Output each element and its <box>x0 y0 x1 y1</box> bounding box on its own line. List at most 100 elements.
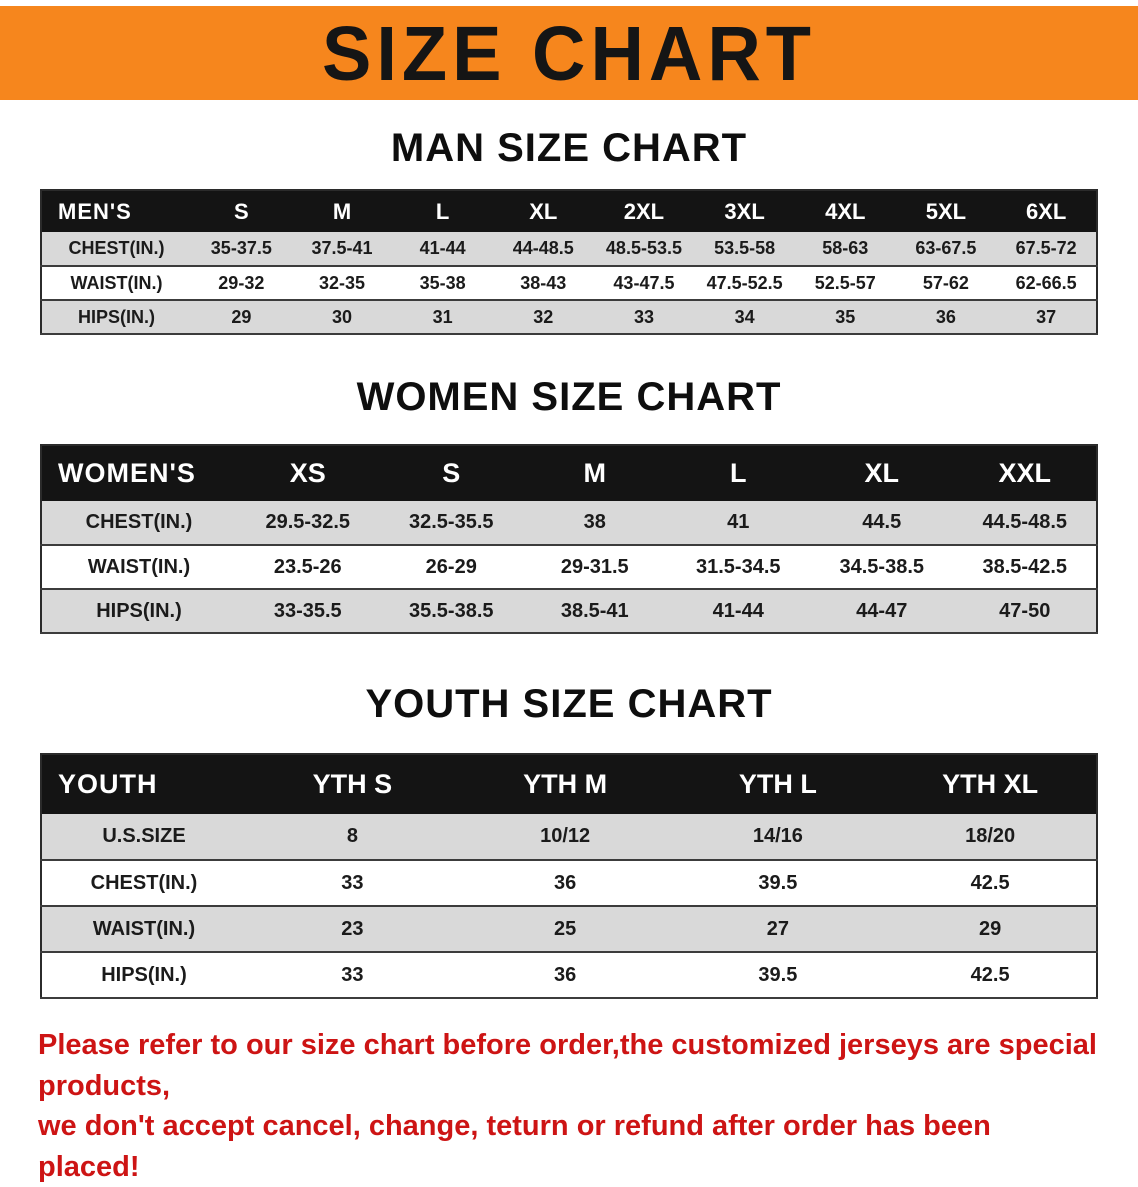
size-column-header: 3XL <box>724 198 765 224</box>
order-policy-line-2: we don't accept cancel, change, teturn o… <box>38 1110 991 1183</box>
size-column-header: 2XL <box>623 198 665 224</box>
size-value-cell: 32 <box>533 306 554 327</box>
size-column-header: YTH M <box>523 769 608 799</box>
size-value-cell: 18/20 <box>965 825 1016 847</box>
size-value-cell: 41-44 <box>419 238 466 258</box>
size-value-cell: 10/12 <box>540 825 591 847</box>
size-column-header: YTH XL <box>942 769 1039 799</box>
size-value-cell: 33 <box>341 871 364 894</box>
size-column-header: L <box>730 458 747 488</box>
table-row: WAIST(IN.) 23.5-26 26-29 29-31.5 31.5-34.5 34… <box>41 545 1097 589</box>
size-value-cell: 31 <box>432 306 453 327</box>
size-value-cell: 33 <box>341 963 364 986</box>
size-value-cell: 29-31.5 <box>560 555 629 578</box>
row-label: HIPS(IN.) <box>101 963 187 986</box>
size-value-cell: 38-43 <box>520 272 567 293</box>
table-row: CHEST(IN.) 33 36 39.5 42.5 <box>41 860 1097 906</box>
size-value-cell: 26-29 <box>425 555 477 578</box>
table-row: CHEST(IN.) 29.5-32.5 32.5-35.5 38 41 44.5 44.5… <box>41 501 1097 545</box>
size-value-cell: 62-66.5 <box>1015 272 1077 293</box>
row-label: CHEST(IN.) <box>68 238 165 258</box>
row-label: HIPS(IN.) <box>77 306 155 327</box>
row-label: WAIST(IN.) <box>87 555 191 578</box>
row-label: U.S.SIZE <box>102 825 186 847</box>
size-column-header: S <box>442 458 461 488</box>
size-value-cell: 33-35.5 <box>273 599 342 622</box>
table-row: WAIST(IN.) 23 25 27 29 <box>41 906 1097 952</box>
size-value-cell: 44-48.5 <box>512 238 574 258</box>
table-row: CHEST(IN.) 35-37.5 37.5-41 41-44 44-48.5 48.5… <box>41 232 1097 266</box>
table-corner-label: WOMEN'S <box>58 458 196 488</box>
size-value-cell: 35 <box>835 306 856 327</box>
size-value-cell: 48.5-53.5 <box>605 238 682 258</box>
size-value-cell: 42.5 <box>970 871 1010 894</box>
size-value-cell: 63-67.5 <box>915 238 977 258</box>
table-row: HIPS(IN.) 33 36 39.5 42.5 <box>41 952 1097 998</box>
size-value-cell: 23.5-26 <box>273 555 342 578</box>
size-value-cell: 53.5-58 <box>714 238 776 258</box>
row-label: CHEST(IN.) <box>90 871 198 894</box>
size-value-cell: 37.5-41 <box>311 238 373 258</box>
size-value-cell: 8 <box>346 825 358 847</box>
size-value-cell: 57-62 <box>922 272 969 293</box>
size-value-cell: 34.5-38.5 <box>839 555 924 578</box>
size-column-header: XXL <box>998 458 1051 488</box>
order-policy-note: Please refer to our size chart before or… <box>38 1025 1100 1187</box>
size-value-cell: 44-47 <box>856 599 908 622</box>
size-column-header: YTH S <box>312 769 393 799</box>
size-value-cell: 31.5-34.5 <box>695 555 781 578</box>
size-value-cell: 67.5-72 <box>1015 238 1077 258</box>
youth-size-table: YOUTH YTH S YTH M YTH L YTH XL U.S.SIZE 8 10/12… <box>40 753 1098 999</box>
size-value-cell: 58-63 <box>822 238 869 258</box>
size-value-cell: 47-50 <box>999 599 1051 622</box>
size-value-cell: 37 <box>1036 306 1057 327</box>
size-value-cell: 36 <box>935 306 956 327</box>
size-value-cell: 38 <box>583 511 606 533</box>
size-value-cell: 14/16 <box>752 825 803 847</box>
size-value-cell: 29-32 <box>218 272 265 293</box>
size-value-cell: 43-47.5 <box>613 272 675 293</box>
size-value-cell: 30 <box>331 306 352 327</box>
size-value-cell: 34 <box>734 306 755 327</box>
size-column-header: 6XL <box>1025 198 1067 224</box>
size-value-cell: 35-38 <box>419 272 466 293</box>
table-header-row: MEN'S S M L XL 2XL 3XL 4XL 5XL 6XL <box>41 190 1097 232</box>
row-label: HIPS(IN.) <box>96 599 182 622</box>
size-column-header: XS <box>289 458 326 488</box>
size-value-cell: 23 <box>341 917 364 940</box>
size-value-cell: 36 <box>554 871 577 894</box>
size-value-cell: 38.5-42.5 <box>982 555 1067 578</box>
size-value-cell: 27 <box>766 917 789 940</box>
size-value-cell: 32.5-35.5 <box>408 511 494 533</box>
size-value-cell: 41-44 <box>712 599 764 622</box>
size-value-cell: 32-35 <box>318 272 365 293</box>
page-title: SIZE CHART <box>322 9 816 97</box>
size-value-cell: 44.5-48.5 <box>982 511 1067 533</box>
size-column-header: YTH L <box>738 769 817 799</box>
size-value-cell: 29 <box>979 917 1002 940</box>
size-value-cell: 33 <box>633 306 654 327</box>
table-row: HIPS(IN.) 33-35.5 35.5-38.5 38.5-41 41-44 44-… <box>41 589 1097 633</box>
size-value-cell: 35-37.5 <box>210 238 272 258</box>
table-row: U.S.SIZE 8 10/12 14/16 18/20 <box>41 814 1097 860</box>
men-size-table: MEN'S S M L XL 2XL 3XL 4XL 5XL 6XL CHEST(IN.) 35-37… <box>40 189 1098 335</box>
size-value-cell: 36 <box>554 963 577 986</box>
size-column-header: L <box>435 198 450 224</box>
youth-section-heading: YOUTH SIZE CHART <box>365 682 773 726</box>
size-column-header: XL <box>529 198 558 224</box>
size-value-cell: 38.5-41 <box>560 599 629 622</box>
size-value-cell: 47.5-52.5 <box>706 272 783 293</box>
size-column-header: M <box>332 198 352 224</box>
banner: SIZE CHART <box>0 6 1138 100</box>
size-value-cell: 42.5 <box>970 963 1010 986</box>
size-value-cell: 25 <box>554 917 577 940</box>
table-row: WAIST(IN.) 29-32 32-35 35-38 38-43 43-47.5 47.… <box>41 266 1097 300</box>
size-chart-page: SIZE CHART MAN SIZE CHART MEN'S S M L XL 2XL 3… <box>0 6 1138 1187</box>
women-section-heading: WOMEN SIZE CHART <box>356 375 782 419</box>
size-value-cell: 41 <box>727 511 750 533</box>
women-size-table: WOMEN'S XS S M L XL XXL CHEST(IN.) 29.5-32.5 32.5… <box>40 444 1098 634</box>
row-label: WAIST(IN.) <box>70 272 163 293</box>
size-value-cell: 39.5 <box>758 963 798 986</box>
table-corner-label: MEN'S <box>58 198 132 224</box>
size-column-header: XL <box>864 458 899 488</box>
